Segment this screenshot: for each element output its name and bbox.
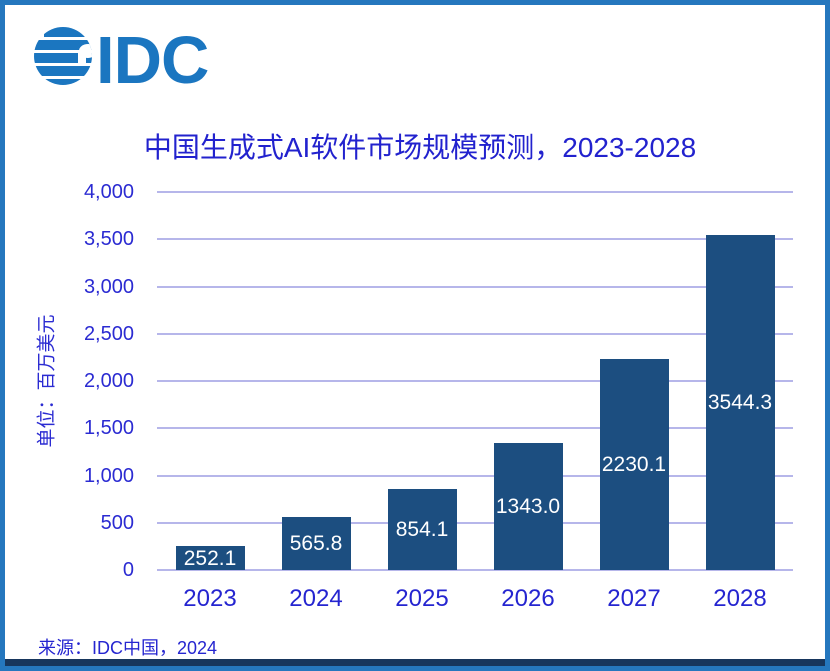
gridline xyxy=(157,380,793,382)
gridline xyxy=(157,238,793,241)
bar-value-label: 252.1 xyxy=(183,546,237,570)
y-tick-label: 1,000 xyxy=(83,464,134,487)
x-tick-label: 2026 xyxy=(501,585,555,612)
x-tick-label: 2023 xyxy=(183,585,237,612)
bar-value-label: 3544.3 xyxy=(707,391,773,415)
y-tick-label: 2,500 xyxy=(83,322,134,345)
bar-value-label: 565.8 xyxy=(289,531,343,555)
idc-globe-icon xyxy=(34,27,92,85)
gridline xyxy=(157,332,793,335)
chart-title: 中国生成式AI软件市场规模预测，2023-2028 xyxy=(143,132,697,163)
bar-value-label: 854.1 xyxy=(395,518,449,542)
idc-logo: IDC xyxy=(34,24,209,88)
plot-area: 252.1 565.8 854.1 1343.0 2230.1 3544.3 xyxy=(157,191,793,571)
gridline xyxy=(157,191,793,193)
x-tick-label: 2024 xyxy=(289,585,343,612)
y-tick-label: 3,000 xyxy=(83,275,134,298)
bar-2025: 854.1 xyxy=(387,489,457,570)
bar-2026: 1343.0 xyxy=(493,443,563,570)
gridline xyxy=(157,427,793,430)
y-tick-label: 2,000 xyxy=(83,370,134,392)
bar-2024: 565.8 xyxy=(281,516,351,570)
gridline xyxy=(157,521,793,524)
source-note: 来源：IDC中国，2024 xyxy=(38,638,218,658)
footer-stripe xyxy=(5,659,825,666)
x-tick-label: 2027 xyxy=(607,585,661,612)
idc-logo-text: IDC xyxy=(96,24,208,88)
gridline xyxy=(157,569,793,571)
bar-value-label: 1343.0 xyxy=(495,495,561,519)
x-tick-label: 2025 xyxy=(395,585,449,612)
gridline xyxy=(157,474,793,477)
bar-2023: 252.1 xyxy=(175,546,245,570)
y-tick-label: 500 xyxy=(100,511,134,534)
gridline xyxy=(157,285,793,288)
y-tick-label: 0 xyxy=(122,559,134,581)
y-tick-label: 1,500 xyxy=(83,417,134,440)
bar-2027: 2230.1 xyxy=(599,359,669,570)
y-tick-label: 4,000 xyxy=(83,181,134,203)
x-tick-label: 2028 xyxy=(713,585,767,612)
bar-value-label: 2230.1 xyxy=(601,453,667,477)
y-tick-label: 3,500 xyxy=(83,228,134,251)
bar-2028: 3544.3 xyxy=(705,235,775,570)
